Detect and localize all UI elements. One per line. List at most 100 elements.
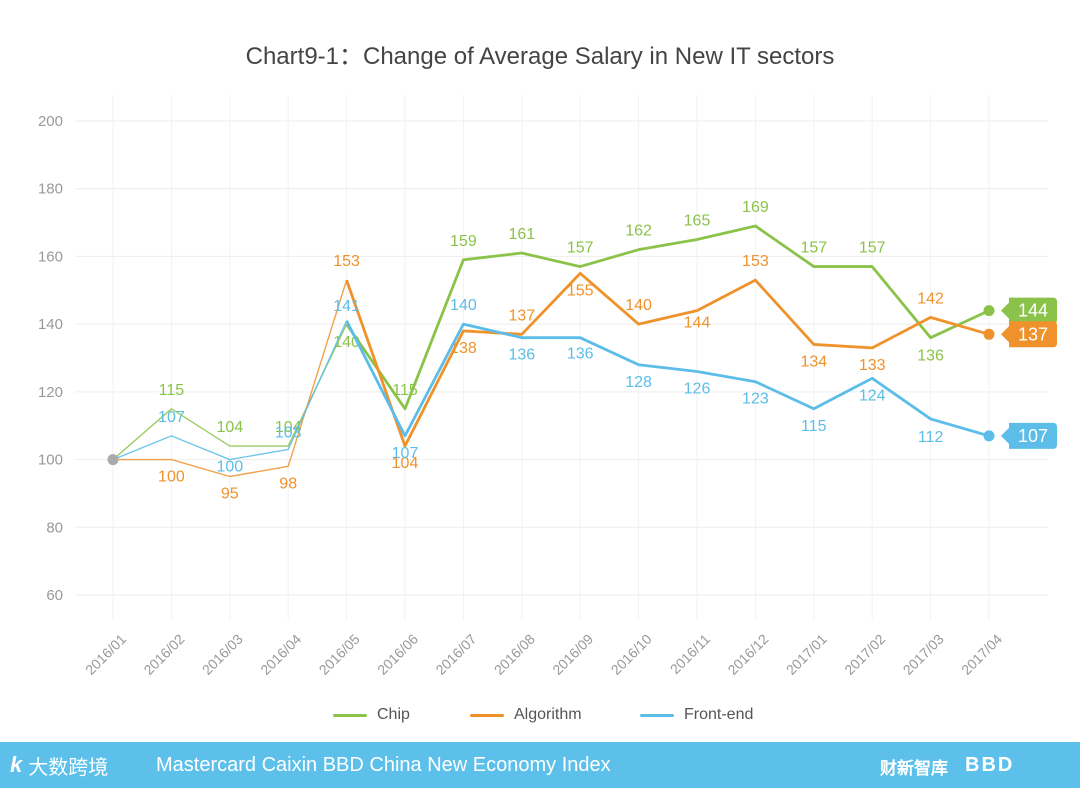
legend-item-chip: Chip	[333, 706, 410, 724]
data-label: 140	[450, 297, 477, 314]
data-label: 162	[625, 223, 652, 240]
footer-bar: k 大数跨境 Mastercard Caixin BBD China New E…	[0, 742, 1080, 788]
legend-item-front-end: Front-end	[640, 706, 753, 724]
y-tick-label: 120	[38, 384, 63, 401]
data-label: 140	[625, 297, 652, 314]
data-label: 141	[333, 298, 360, 315]
series-line-chip	[345, 224, 990, 411]
y-tick-label: 200	[38, 113, 63, 130]
data-label: 134	[800, 353, 827, 370]
x-tick-label: 2017/02	[841, 631, 888, 678]
data-label: 157	[800, 240, 827, 257]
series-line-front-end	[345, 320, 990, 438]
logo-left-text: 大数跨境	[28, 756, 109, 779]
footer-text: Mastercard Caixin BBD China New Economy …	[156, 754, 611, 776]
data-label: 155	[567, 282, 594, 299]
data-label: 142	[917, 290, 944, 307]
y-tick-label: 140	[38, 316, 63, 333]
data-label: 98	[279, 475, 297, 492]
y-tick-label: 160	[38, 248, 63, 265]
legend: Chip Algorithm Front-end	[0, 706, 1080, 730]
data-label: 107	[392, 445, 419, 462]
x-tick-label: 2017/03	[900, 631, 947, 678]
data-label: 153	[333, 253, 360, 270]
legend-swatch	[640, 713, 674, 717]
data-label: 104	[275, 419, 302, 436]
data-label: 169	[742, 199, 769, 216]
bbd-logo: BBD	[965, 754, 1015, 776]
data-label: 100	[216, 459, 243, 476]
x-tick-label: 2016/09	[549, 631, 596, 678]
data-label: 138	[450, 340, 477, 357]
x-tick-label: 2016/08	[491, 631, 538, 678]
x-tick-label: 2016/12	[724, 631, 771, 678]
series-end-point	[983, 328, 995, 340]
x-tick-label: 2016/01	[82, 631, 129, 678]
legend-item-algorithm: Algorithm	[470, 706, 582, 724]
x-tick-label: 2016/02	[140, 631, 187, 678]
data-label: 153	[742, 253, 769, 270]
end-value-label: 107	[1018, 426, 1048, 446]
chart-plot: 60 80 100 120 140 160 180 200 2016/01 2016/02 2016…	[38, 95, 1057, 678]
x-tick-label: 2016/07	[432, 631, 479, 678]
legend-label: Algorithm	[514, 706, 582, 723]
x-tick-label: 2016/04	[257, 631, 304, 678]
y-tick-label: 80	[46, 519, 63, 536]
data-label: 107	[158, 409, 185, 426]
legend-label: Chip	[377, 706, 410, 723]
chart: Chart9-1：Change of Average Salary in New…	[0, 43, 1080, 730]
x-tick-label: 2016/06	[374, 631, 421, 678]
data-label: 136	[917, 348, 944, 365]
y-tick-label: 100	[38, 452, 63, 469]
data-label: 115	[801, 418, 827, 435]
x-tick-label: 2016/05	[316, 631, 363, 678]
series-end-point	[983, 430, 995, 442]
data-label: 144	[684, 315, 711, 332]
data-label: 95	[221, 486, 239, 503]
x-tick-label: 2016/11	[667, 631, 714, 678]
x-tick-label: 2017/01	[783, 631, 830, 678]
x-tick-label: 2016/10	[608, 631, 655, 678]
data-label: 104	[216, 419, 243, 436]
data-label: 136	[508, 347, 535, 364]
data-label: 140	[333, 334, 360, 351]
end-value-badge	[1001, 297, 1057, 324]
series-start-point	[107, 454, 119, 466]
data-label: 112	[918, 429, 944, 446]
data-label: 161	[508, 226, 535, 243]
legend-label: Front-end	[684, 706, 754, 723]
data-label: 157	[567, 240, 594, 257]
data-label: 103	[275, 424, 302, 441]
data-label: 137	[508, 307, 535, 324]
caixin-logo: 财新智库	[880, 759, 948, 778]
x-tick-label: 2017/04	[958, 631, 1005, 678]
data-label: 165	[684, 213, 711, 230]
legend-swatch	[470, 713, 504, 717]
series-line-algorithm-early	[113, 279, 348, 478]
data-label: 115	[392, 382, 418, 399]
data-label: 157	[859, 240, 886, 257]
data-label: 123	[742, 391, 769, 408]
legend-swatch	[333, 713, 367, 717]
end-value-label: 137	[1018, 324, 1048, 344]
end-value-badge	[1001, 321, 1057, 348]
chart-title: Chart9-1：Change of Average Salary in New…	[245, 43, 835, 70]
data-label: 128	[625, 374, 652, 391]
series-line-front-end-early	[112, 320, 348, 461]
data-label: 133	[859, 357, 886, 374]
logo-mark-icon: k	[10, 752, 23, 777]
data-label: 115	[159, 382, 185, 399]
series-line-algorithm	[345, 271, 990, 448]
y-tick-label: 60	[46, 587, 63, 604]
series-end-point	[983, 305, 995, 317]
footer-logo-left: k 大数跨境	[10, 751, 108, 779]
y-tick-label: 180	[38, 181, 63, 198]
data-label: 159	[450, 233, 477, 250]
data-label: 126	[684, 381, 711, 398]
data-label: 124	[859, 387, 886, 404]
end-value-label: 144	[1018, 301, 1048, 321]
data-label: 136	[567, 346, 594, 363]
data-label: 100	[158, 469, 185, 486]
x-tick-label: 2016/03	[199, 631, 246, 678]
data-label: 104	[392, 455, 419, 472]
